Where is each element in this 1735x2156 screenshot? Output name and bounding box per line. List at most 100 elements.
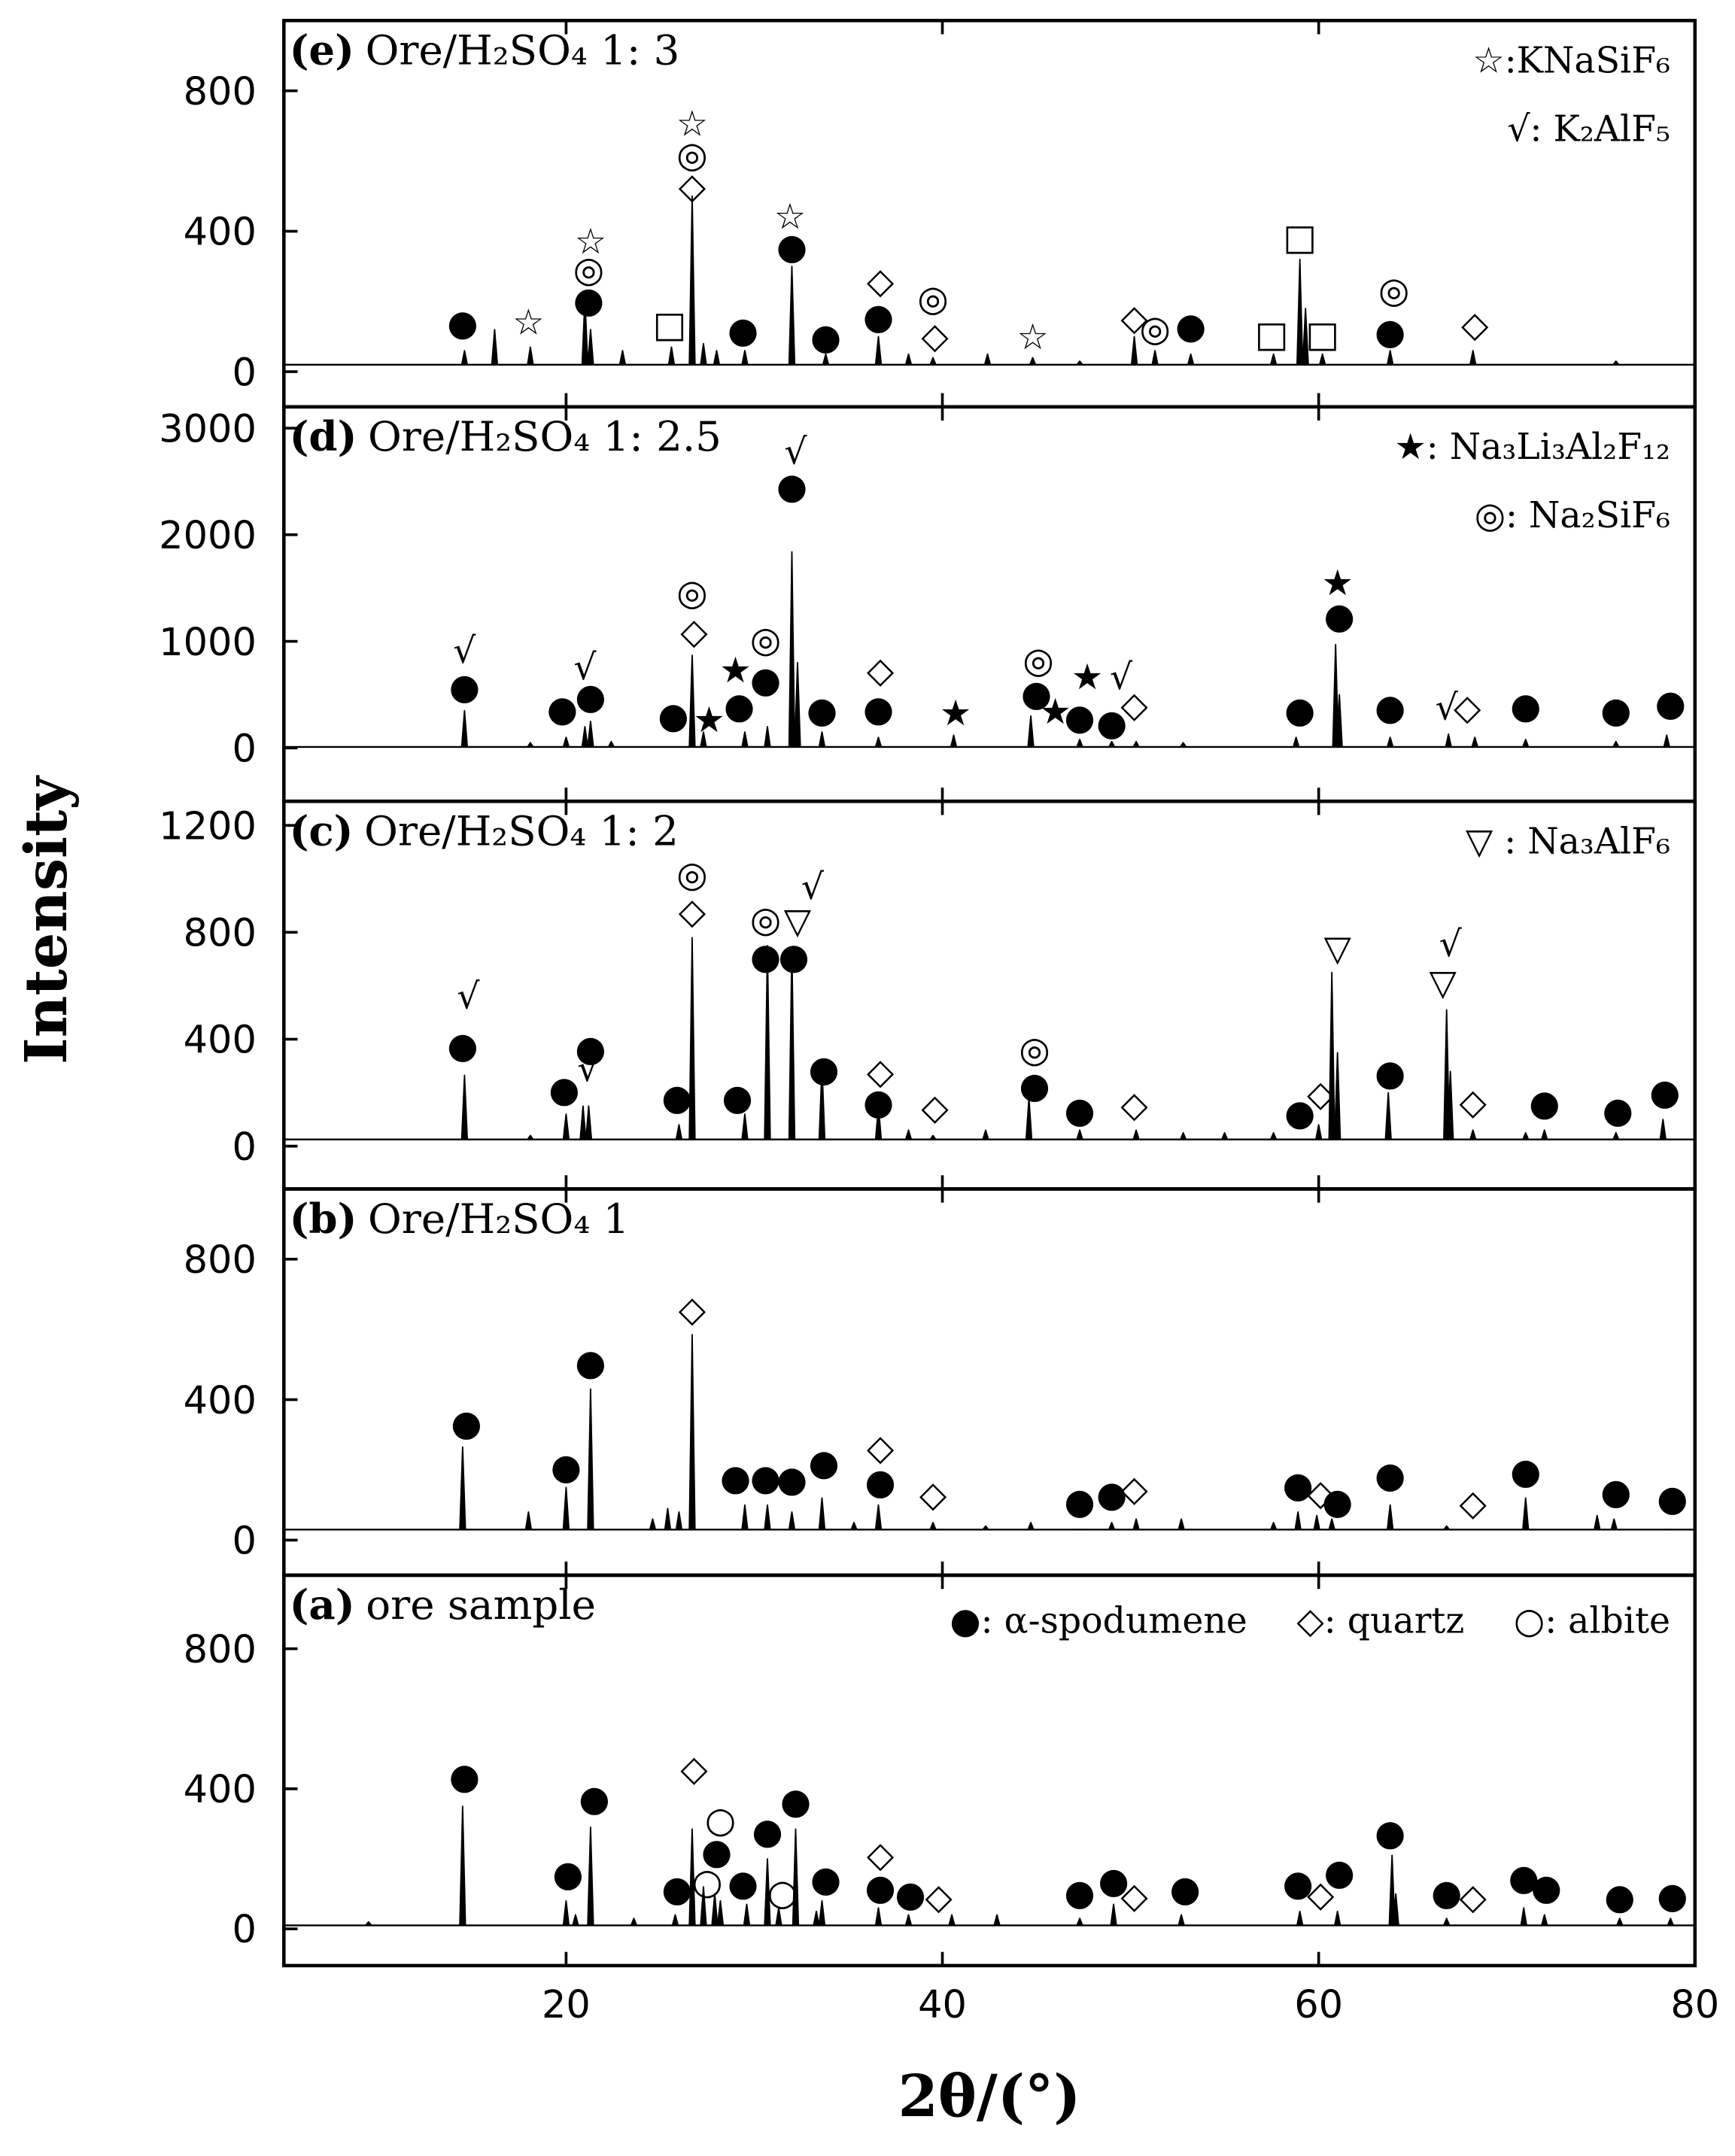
peak xyxy=(929,1134,937,1140)
phase-marker: ◇ xyxy=(1120,685,1148,726)
peak xyxy=(1334,1052,1342,1140)
peak xyxy=(688,937,696,1140)
phase-marker: ☆ xyxy=(512,302,544,343)
phase-marker: ● xyxy=(863,1082,894,1123)
y-tick-label: 1000 xyxy=(159,621,257,665)
peak xyxy=(1328,971,1335,1140)
phase-marker: ● xyxy=(864,1462,895,1503)
phase-marker: ★ xyxy=(940,693,971,734)
peak xyxy=(1132,1518,1140,1531)
y-tick-label: 400 xyxy=(184,1379,257,1423)
phase-marker: ● xyxy=(451,1403,482,1444)
phase-marker: √ xyxy=(457,976,480,1017)
peak xyxy=(587,1827,594,1927)
phase-marker: ◇ xyxy=(921,315,949,357)
phase-marker: ● xyxy=(1284,690,1315,731)
peak xyxy=(1335,694,1343,748)
phase-marker: ◇ xyxy=(1307,1473,1335,1514)
peak xyxy=(788,551,796,748)
phase-marker: ● xyxy=(752,1811,782,1853)
peak xyxy=(1179,742,1187,748)
phase-marker: ☆ xyxy=(575,221,606,263)
phase-marker: ◇ xyxy=(867,650,895,691)
peak xyxy=(562,1113,570,1140)
legend-entry: ◎: Na₂SiF₆ xyxy=(1475,495,1670,536)
peak xyxy=(618,350,627,366)
peak xyxy=(579,1105,587,1140)
phase-marker: □ xyxy=(1283,217,1317,258)
phase-marker: ● xyxy=(1169,1869,1200,1910)
phase-marker: ◇ xyxy=(1120,1875,1148,1917)
peak xyxy=(700,1886,707,1927)
peak xyxy=(788,1511,796,1531)
phase-marker: ● xyxy=(1284,1092,1315,1134)
peak xyxy=(818,731,826,748)
peak xyxy=(1132,740,1140,748)
x-tick-label: 60 xyxy=(1294,1983,1343,2027)
phase-marker: ◎ xyxy=(1378,270,1409,311)
phase-marker: ● xyxy=(447,303,478,345)
phase-marker: √ xyxy=(573,647,597,688)
phase-marker: ○ xyxy=(705,1800,736,1842)
phase-marker: ● xyxy=(551,1447,582,1488)
peak xyxy=(1387,1504,1394,1531)
peak xyxy=(675,1124,683,1140)
phase-marker: ◎ xyxy=(750,619,781,660)
phase-marker: ◇ xyxy=(867,1427,895,1468)
peak xyxy=(1469,1129,1477,1140)
y-tick-label: 2000 xyxy=(159,514,257,558)
phase-marker: ▽ xyxy=(1323,928,1351,970)
peak xyxy=(630,1918,638,1927)
plot-frame xyxy=(282,1573,1697,1968)
peak xyxy=(587,329,594,366)
phase-marker: √ xyxy=(1436,688,1459,729)
phase-marker: ● xyxy=(1510,686,1541,727)
legend-entry: ★: Na₃Li₃Al₂F₁₂ xyxy=(1394,427,1670,468)
peak xyxy=(874,1105,883,1140)
peak xyxy=(607,740,615,748)
peak xyxy=(562,1899,570,1927)
y-tick-label: 400 xyxy=(184,1019,257,1063)
phase-marker: ● xyxy=(1431,1872,1462,1914)
peak xyxy=(904,353,913,366)
peak xyxy=(741,350,749,366)
peak xyxy=(1076,1129,1083,1140)
phase-marker: ● xyxy=(1375,688,1405,729)
phase-marker: ○ xyxy=(691,1862,722,1903)
peak xyxy=(1076,1918,1083,1927)
phase-marker: ◎ xyxy=(676,135,707,176)
peak xyxy=(818,1065,826,1140)
phase-marker: ◇ xyxy=(680,611,708,652)
phase-marker: ● xyxy=(776,466,807,508)
peak xyxy=(1110,1903,1117,1927)
phase-marker: ○ xyxy=(767,1872,798,1914)
phase-marker: ● xyxy=(575,1343,606,1384)
peak xyxy=(1302,308,1309,366)
peak xyxy=(1076,739,1083,748)
phase-marker: ★ xyxy=(1321,563,1353,604)
phase-marker: ● xyxy=(1064,1872,1095,1914)
peak xyxy=(527,742,534,748)
peak xyxy=(1541,1914,1548,1927)
peak xyxy=(1469,350,1477,366)
peak xyxy=(1387,350,1394,366)
phase-marker: ● xyxy=(750,660,781,701)
phase-marker: ◇ xyxy=(1454,688,1481,729)
y-tick-label: 0 xyxy=(232,1125,256,1170)
y-tick-label: 800 xyxy=(184,70,257,114)
phase-marker: ● xyxy=(575,676,606,718)
peak xyxy=(982,1129,989,1140)
legend-entry: ▽ : Na₃AlF₆ xyxy=(1466,821,1670,862)
peak xyxy=(1294,1511,1302,1531)
phase-marker: ● xyxy=(1375,311,1405,353)
phase-marker: ● xyxy=(1324,1852,1355,1893)
peak xyxy=(1392,1893,1399,1927)
panel-title: Ore/H₂SO₄ 1: 2 xyxy=(364,806,679,855)
phase-marker: ● xyxy=(1510,1451,1541,1492)
peak xyxy=(1296,1910,1304,1927)
peak xyxy=(1594,1514,1601,1531)
peak xyxy=(950,734,958,748)
peak xyxy=(794,662,801,748)
